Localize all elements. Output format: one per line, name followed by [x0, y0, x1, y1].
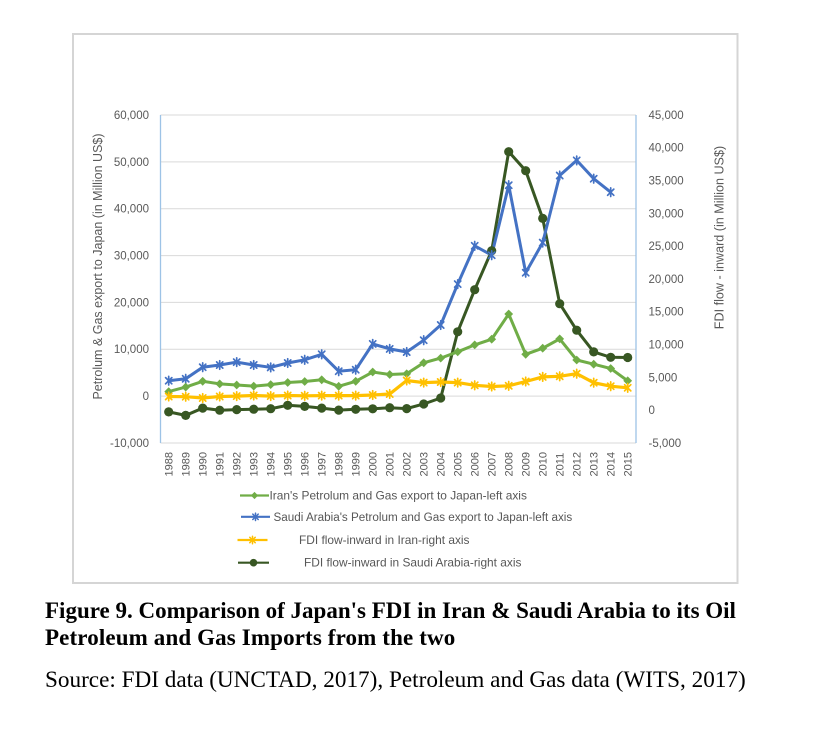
svg-text:35,000: 35,000: [649, 176, 684, 188]
svg-text:0: 0: [143, 391, 149, 403]
svg-text:20,000: 20,000: [114, 297, 149, 309]
svg-text:2003: 2003: [419, 452, 431, 477]
svg-text:10,000: 10,000: [649, 340, 684, 352]
svg-text:1997: 1997: [317, 452, 329, 477]
svg-text:10,000: 10,000: [114, 344, 149, 356]
svg-text:-5,000: -5,000: [649, 438, 682, 450]
svg-text:30,000: 30,000: [649, 208, 684, 220]
svg-text:1994: 1994: [266, 452, 278, 477]
svg-text:2007: 2007: [487, 452, 499, 477]
svg-text:1991: 1991: [215, 452, 227, 477]
svg-text:2013: 2013: [589, 452, 601, 477]
svg-text:2004: 2004: [436, 452, 448, 477]
svg-text:1996: 1996: [300, 452, 312, 477]
svg-text:0: 0: [649, 405, 655, 417]
svg-text:2015: 2015: [623, 452, 635, 477]
svg-text:Iran's Petrolum and Gas export: Iran's Petrolum and Gas export to Japan-…: [270, 489, 527, 503]
svg-text:FDI flow - inward (in Million: FDI flow - inward (in Million US$): [713, 146, 727, 329]
svg-text:FDI flow-inward in Iran-right: FDI flow-inward in Iran-right axis: [299, 533, 470, 547]
svg-text:1992: 1992: [232, 452, 244, 477]
svg-text:30,000: 30,000: [114, 251, 149, 263]
svg-text:60,000: 60,000: [114, 110, 149, 122]
svg-text:FDI flow-inward in Saudi Arabi: FDI flow-inward in Saudi Arabia-right ax…: [304, 556, 521, 570]
svg-text:45,000: 45,000: [649, 110, 684, 122]
svg-text:2010: 2010: [538, 452, 550, 477]
svg-text:2000: 2000: [368, 452, 380, 477]
svg-text:15,000: 15,000: [649, 307, 684, 319]
svg-text:2001: 2001: [385, 452, 397, 477]
svg-text:2009: 2009: [521, 452, 533, 477]
svg-text:2008: 2008: [504, 452, 516, 477]
svg-text:Saudi Arabia's Petrolum and Ga: Saudi Arabia's Petrolum and Gas export t…: [274, 511, 573, 524]
svg-text:1998: 1998: [334, 452, 346, 477]
svg-text:1995: 1995: [283, 452, 295, 477]
svg-text:25,000: 25,000: [649, 241, 684, 253]
svg-text:1990: 1990: [198, 452, 210, 477]
svg-text:1988: 1988: [164, 452, 176, 477]
svg-text:1999: 1999: [351, 452, 363, 477]
svg-text:2002: 2002: [402, 452, 414, 477]
svg-text:20,000: 20,000: [649, 274, 684, 286]
svg-text:2014: 2014: [606, 452, 618, 477]
svg-text:5,000: 5,000: [649, 372, 678, 384]
svg-text:-10,000: -10,000: [110, 438, 149, 450]
svg-text:40,000: 40,000: [114, 204, 149, 216]
svg-text:1989: 1989: [181, 452, 193, 477]
svg-text:40,000: 40,000: [649, 143, 684, 155]
svg-text:2012: 2012: [572, 452, 584, 477]
svg-text:2005: 2005: [453, 452, 465, 477]
svg-text:Petrolum & Gas export to Japan: Petrolum & Gas export to Japan (in Milli…: [91, 133, 105, 399]
svg-text:50,000: 50,000: [114, 157, 149, 169]
svg-text:2006: 2006: [470, 452, 482, 477]
svg-text:1993: 1993: [249, 452, 261, 477]
svg-text:2011: 2011: [555, 453, 567, 477]
